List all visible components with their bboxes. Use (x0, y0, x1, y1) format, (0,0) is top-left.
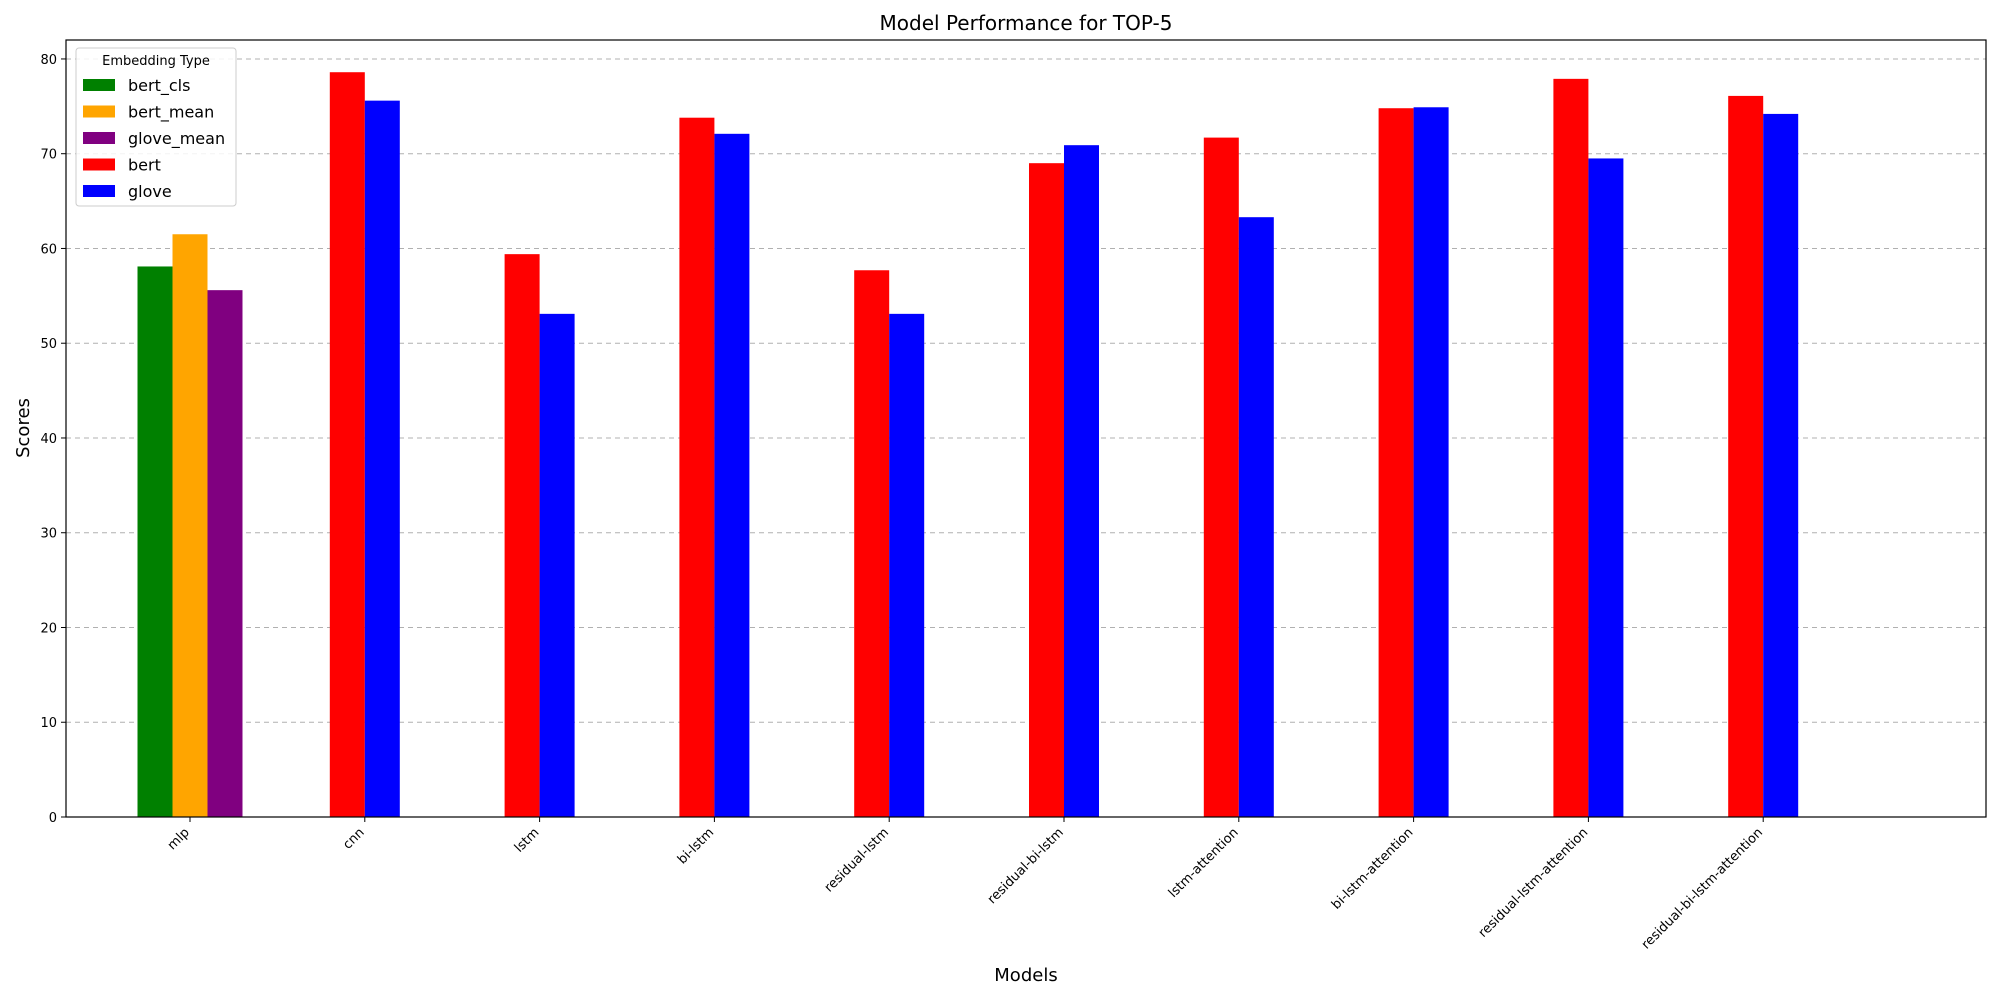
x-tick-label: bi-lstm (675, 825, 717, 867)
x-tick-label: residual-lstm-attention (1476, 825, 1592, 941)
x-tick-label: lstm-attention (1166, 825, 1242, 901)
bar-bert-cnn (329, 72, 365, 818)
legend-swatch-bert_mean (83, 105, 115, 118)
bar-glove-residual-lstm (889, 313, 925, 817)
x-axis-label: Models (994, 965, 1057, 986)
legend-label-bert_mean: bert_mean (128, 103, 214, 123)
bar-glove-residual-lstm-attention (1588, 158, 1624, 817)
legend-label-bert: bert (128, 156, 161, 175)
x-tick-label: bi-lstm-attention (1329, 825, 1416, 912)
bar-glove_mean-mlp (207, 290, 243, 817)
x-tick-label: residual-bi-lstm (985, 825, 1067, 907)
bar-bert-lstm-attention (1203, 137, 1239, 818)
y-tick-label: 30 (40, 527, 57, 542)
x-tick-label: cnn (340, 825, 367, 852)
legend-label-glove_mean: glove_mean (128, 129, 225, 149)
x-tick-label: lstm (512, 825, 543, 856)
bar-glove-residual-bi-lstm-attention (1763, 113, 1799, 817)
y-tick-label: 80 (40, 53, 57, 68)
x-tick-label: mlp (165, 825, 193, 853)
bar-glove-lstm-attention (1238, 217, 1274, 817)
legend-label-glove: glove (128, 182, 172, 201)
y-tick-label: 60 (40, 242, 57, 257)
bar-bert-residual-bi-lstm-attention (1728, 95, 1764, 817)
bar-bert-bi-lstm (679, 117, 715, 817)
bar-glove-cnn (364, 100, 400, 817)
bar-glove-lstm (539, 313, 575, 817)
legend-swatch-bert (83, 158, 115, 171)
plot-area-frame (65, 39, 1987, 818)
bar-glove-residual-bi-lstm (1064, 145, 1099, 818)
x-axis-ticks: mlp cnn lstm bi-lstm residual-lstm residual-b… (165, 817, 1766, 952)
x-tick-label: residual-lstm (822, 825, 892, 895)
y-tick-label: 20 (40, 621, 57, 636)
bar-bert_mean-mlp (172, 234, 208, 817)
legend-label-bert_cls: bert_cls (128, 76, 190, 96)
y-axis-ticks: 0 10 20 30 40 50 60 70 80 (40, 53, 66, 826)
y-tick-label: 40 (40, 432, 57, 447)
legend-title: Embedding Type (102, 54, 210, 69)
bar-bert-lstm (504, 254, 540, 817)
bar-bert-residual-lstm-attention (1553, 78, 1589, 818)
legend-swatch-bert_cls (83, 79, 115, 91)
bar-bert-residual-lstm (854, 270, 890, 817)
legend: Embedding Type bert_cls bert_mean glove_me… (75, 47, 237, 207)
x-tick-label: residual-bi-lstm-attention (1639, 825, 1766, 952)
bar-glove-bi-lstm (714, 133, 750, 817)
y-tick-label: 50 (40, 337, 57, 352)
chart-title: Model Performance for TOP-5 (880, 11, 1173, 35)
bar-bert_cls-mlp (137, 266, 173, 818)
y-axis-label: Scores (13, 398, 34, 458)
legend-box (75, 47, 237, 207)
legend-swatch-glove (83, 185, 115, 197)
bar-bert-residual-bi-lstm (1029, 163, 1064, 817)
bars (137, 72, 1799, 818)
y-tick-label: 10 (40, 716, 57, 731)
y-tick-label: 70 (40, 148, 57, 163)
bar-glove-bi-lstm-attention (1413, 107, 1449, 817)
bar-bert-bi-lstm-attention (1378, 108, 1414, 818)
legend-swatch-glove_mean (83, 132, 115, 144)
y-tick-label: 0 (49, 811, 57, 826)
